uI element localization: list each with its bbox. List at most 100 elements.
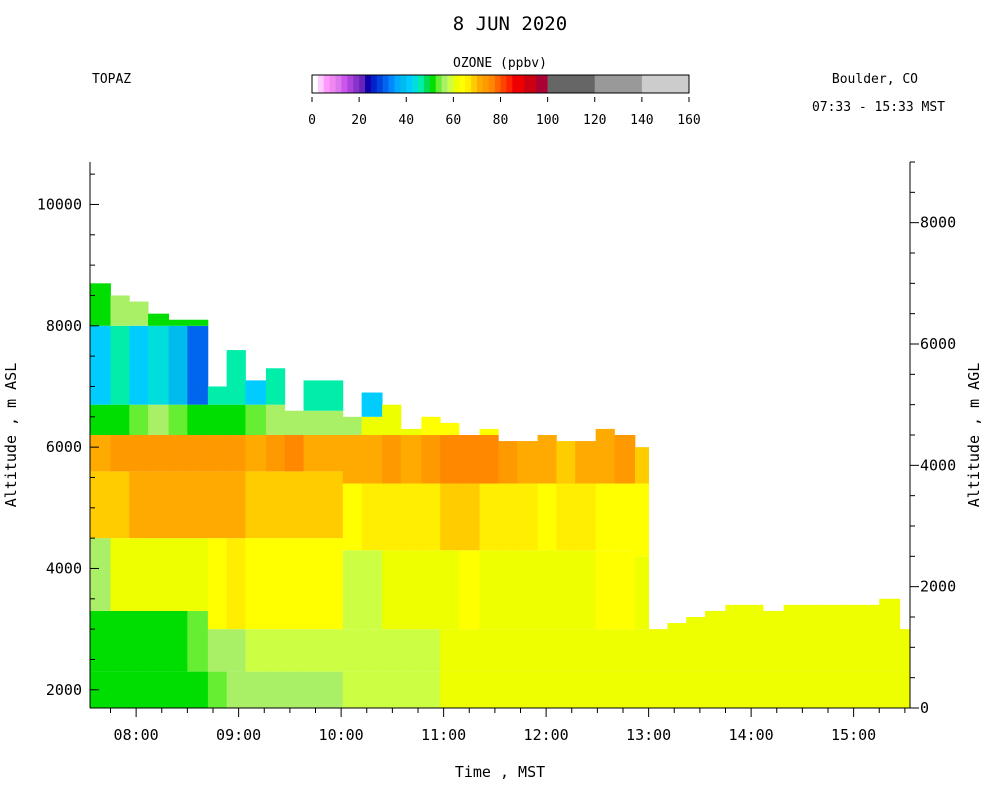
ozone-cell [440,629,460,672]
colorbar-tick-label: 40 [398,113,414,128]
colorbar-swatch [535,75,548,93]
ozone-cell [284,435,304,472]
ozone-cell [342,435,363,484]
ozone-cell [400,435,422,484]
ozone-cell [440,422,460,435]
ozone-cell [400,629,422,672]
ozone-cell [90,538,111,611]
ozone-cell [614,671,636,708]
ozone-cell [187,538,209,611]
ozone-cell [614,629,636,672]
ozone-cell [537,435,557,484]
ozone-cell [440,483,460,551]
ozone-cell [421,483,441,551]
ozone-cell [110,295,130,326]
ozone-cell [517,671,538,708]
ozone-cell [342,629,363,672]
ozone-cell [148,404,169,435]
ozone-cell [207,671,228,708]
ozone-cell [537,629,557,672]
colorbar-swatch [524,75,537,93]
colorbar-swatch [329,75,336,93]
ozone-cell [459,550,480,630]
colorbar-swatch [494,75,501,93]
ozone-cell [575,550,597,630]
colorbar-tick-label: 100 [536,113,559,128]
ozone-cell [382,671,402,708]
ozone-cell [148,471,169,539]
ozone-cell [686,671,706,708]
ozone-cell [129,435,149,472]
ozone-cell [303,471,344,539]
ozone-cell [361,550,383,630]
colorbar-swatch [365,75,372,93]
ozone-cell [400,428,422,435]
ozone-cell [148,435,169,472]
ozone-cell [517,483,538,551]
x-tick-label: 08:00 [114,726,159,744]
ozone-cell [382,435,402,484]
colorbar-swatch [353,75,360,93]
ozone-cell [400,550,422,630]
colorbar-swatch [370,75,378,93]
time-range-label: 07:33 - 15:33 MST [812,100,945,115]
ozone-cell [841,671,861,708]
ozone-cell [537,671,557,708]
ozone-cell [459,483,480,551]
ozone-cell [634,556,650,630]
ozone-cell [148,313,169,326]
ozone-cell [361,483,383,551]
ozone-cell [498,550,518,630]
ozone-cell [667,623,687,672]
colorbar-swatches [312,75,690,93]
ozone-cell [440,435,460,484]
y-right-tick-label: 4000 [920,456,956,474]
ozone-cell [556,483,576,551]
colorbar-swatch [341,75,348,93]
colorbar-swatch [359,75,366,93]
ozone-cell [400,671,422,708]
ozone-cell [207,629,228,672]
x-tick-label: 10:00 [319,726,364,744]
ozone-cell [90,283,111,326]
ozone-cell [648,629,668,672]
y-left-tick-label: 2000 [46,681,82,699]
ozone-cell [575,629,597,672]
ozone-cell [303,380,344,411]
ozone-cell [899,629,911,672]
colorbar-tick-label: 20 [351,113,367,128]
x-tick-label: 11:00 [421,726,466,744]
location-label: Boulder, CO [832,72,918,87]
ozone-cell [168,435,188,472]
ozone-cell [284,629,304,672]
ozone-cell [879,671,901,708]
colorbar: OZONE (ppbv) 0 20 40 60 80 100 120 140 160 [308,56,701,128]
axes: 08:00 09:00 10:00 11:00 12:00 13:00 14:00 15:00… [37,161,956,744]
ozone-cell [479,629,499,672]
ozone-cell [342,483,363,551]
y-left-tick-label: 6000 [46,438,82,456]
ozone-cell [129,325,149,405]
ozone-cell [498,671,518,708]
colorbar-ticks: 0 20 40 60 80 100 120 140 160 [308,97,701,128]
x-tick-label: 13:00 [626,726,671,744]
ozone-cell [440,671,460,708]
ozone-cell [421,416,441,435]
ozone-cell [110,404,130,435]
ozone-cell [860,604,880,672]
x-tick-label: 09:00 [216,726,261,744]
colorbar-swatch [453,75,460,93]
colorbar-swatch [335,75,342,93]
colorbar-swatch [312,75,319,93]
ozone-cell [265,471,286,539]
ozone-cell [303,435,344,472]
ozone-cell [614,483,636,551]
ozone-cell [265,629,286,672]
plot-area: 08:00 09:00 10:00 11:00 12:00 13:00 14:00 15:00… [37,161,956,744]
ozone-cell [342,416,363,435]
ozone-cell [168,325,188,405]
ozone-cell [90,435,111,472]
ozone-cell [265,368,286,405]
ozone-cell [265,538,286,630]
